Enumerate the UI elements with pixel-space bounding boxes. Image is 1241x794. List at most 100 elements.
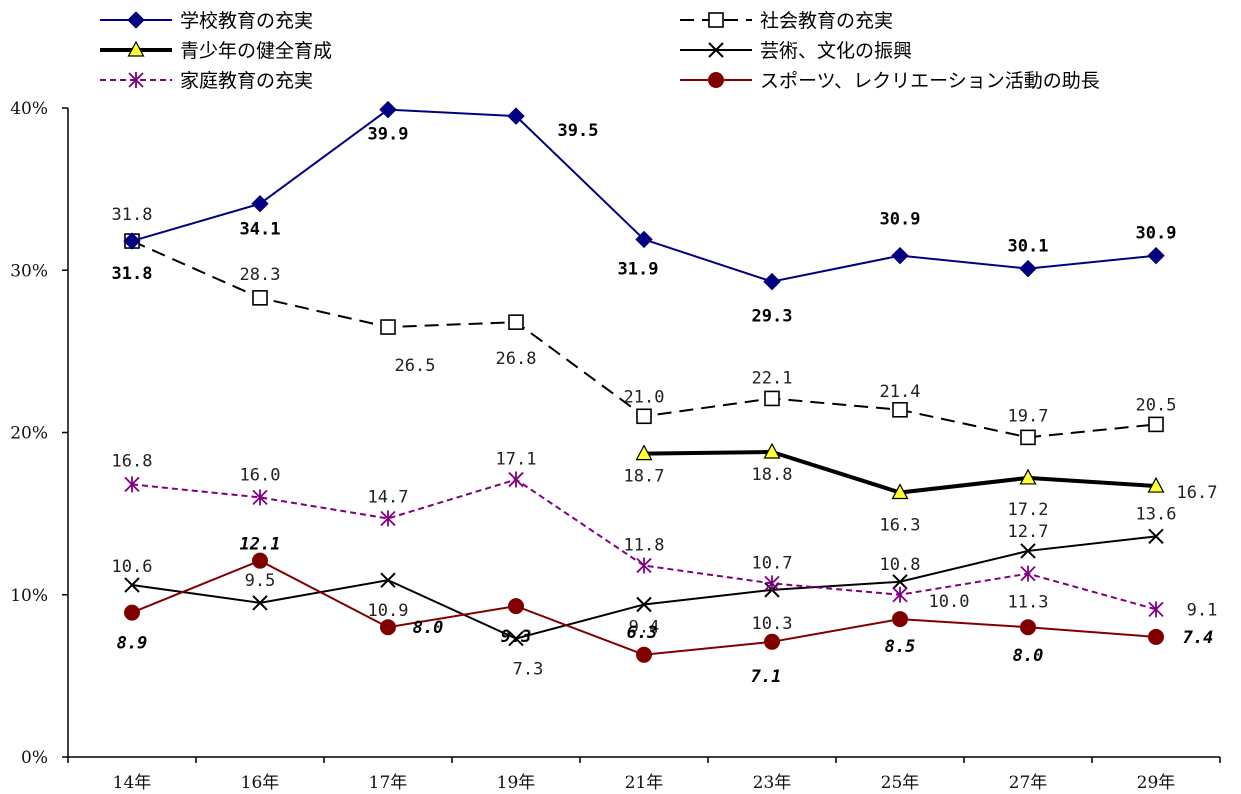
data-label: 20.5 <box>1136 395 1177 415</box>
legend-label: 青少年の健全育成 <box>180 40 332 62</box>
data-point <box>1147 246 1165 265</box>
data-label: 30.9 <box>880 210 921 230</box>
data-point <box>252 290 268 306</box>
legend-label: 学校教育の充実 <box>180 10 313 32</box>
data-point <box>508 314 524 330</box>
data-point <box>891 246 909 265</box>
data-label: 7.1 <box>751 667 782 687</box>
data-point <box>764 575 780 592</box>
data-label: 39.5 <box>558 121 599 141</box>
series-line <box>131 108 1157 283</box>
data-point <box>1020 429 1036 446</box>
data-label: 19.7 <box>1008 406 1049 426</box>
data-point <box>507 107 525 125</box>
series-lines <box>123 100 1165 663</box>
y-tick-label: 40% <box>10 99 48 119</box>
data-label: 9.1 <box>1187 600 1218 620</box>
data-label: 13.6 <box>1136 504 1177 524</box>
data-label: 10.8 <box>880 555 921 575</box>
x-tick-label: 29年 <box>1137 773 1176 793</box>
legend-item: スポーツ、レクリエーション活動の助長 <box>680 70 1100 92</box>
data-label: 21.4 <box>880 382 921 402</box>
data-label: 9.3 <box>501 627 532 647</box>
data-label: 8.5 <box>885 637 916 657</box>
data-point <box>124 577 140 593</box>
x-tick-label: 19年 <box>497 773 536 793</box>
y-tick-label: 10% <box>10 586 48 606</box>
series-line <box>131 478 1157 611</box>
data-point <box>380 619 396 636</box>
legend-item: 家庭教育の充実 <box>100 70 313 92</box>
data-point <box>1148 601 1164 618</box>
axes: 0% 10% 20% 30% 40% 14年 16年 17年 19年 21年 23年 25年 27年 29… <box>10 99 1221 793</box>
legend-marker <box>127 40 145 57</box>
x-tick-label: 21年 <box>625 773 664 793</box>
x-tick-label: 27年 <box>1009 773 1048 793</box>
x-tick-label: 23年 <box>753 773 792 793</box>
data-point <box>636 557 652 574</box>
x-tick-label: 25年 <box>881 773 920 793</box>
data-point <box>123 232 141 250</box>
data-label: 39.9 <box>368 125 409 145</box>
data-label: 7.3 <box>513 660 544 680</box>
data-label: 26.8 <box>496 349 537 369</box>
data-point <box>636 646 652 663</box>
data-point <box>1147 476 1165 493</box>
data-labels: 31.8 34.1 39.9 39.5 31.9 29.3 30.9 30.1 30.9 31.8… <box>112 121 1218 687</box>
data-point <box>636 408 652 425</box>
data-label: 12.1 <box>240 535 281 555</box>
x-tick-label: 14年 <box>113 773 152 793</box>
data-point <box>380 319 396 335</box>
data-label: 31.8 <box>112 205 153 225</box>
data-point <box>508 598 524 615</box>
data-label: 28.3 <box>240 265 281 285</box>
y-tick-label: 20% <box>10 424 48 444</box>
data-label: 10.3 <box>752 614 793 634</box>
legend-label: 芸術、文化の振興 <box>760 40 912 62</box>
data-label: 16.7 <box>1177 483 1218 503</box>
data-point <box>1148 528 1164 545</box>
data-label: 17.1 <box>496 450 537 470</box>
data-label: 22.1 <box>752 368 793 388</box>
legend-marker <box>708 12 724 28</box>
data-label: 10.9 <box>368 601 409 621</box>
data-label: 26.5 <box>395 356 436 376</box>
data-point <box>508 630 524 647</box>
data-point <box>252 489 268 506</box>
data-point <box>251 195 269 213</box>
data-point <box>1019 468 1037 485</box>
data-point <box>252 552 268 569</box>
legend-item: 学校教育の充実 <box>100 10 313 32</box>
legend-item: 社会教育の充実 <box>680 10 893 32</box>
data-point <box>380 510 396 527</box>
data-point <box>1148 628 1164 645</box>
data-point <box>892 611 908 628</box>
y-tick-label: 0% <box>21 748 48 768</box>
data-label: 10.6 <box>112 557 153 577</box>
data-point <box>124 604 140 621</box>
data-label: 8.0 <box>1013 646 1044 666</box>
data-point <box>380 572 396 588</box>
data-label: 12.7 <box>1008 522 1049 542</box>
data-label: 17.2 <box>1008 500 1049 520</box>
data-label: 16.3 <box>880 516 921 536</box>
legend-marker <box>127 11 145 29</box>
data-point <box>1020 619 1036 636</box>
data-label: 29.3 <box>752 307 793 327</box>
data-label: 14.7 <box>368 487 409 507</box>
data-label: 16.0 <box>240 465 281 485</box>
series-2 <box>124 233 1164 446</box>
data-point <box>252 595 268 611</box>
series-5 <box>124 471 1164 618</box>
data-point <box>763 442 781 459</box>
data-label: 10.7 <box>752 553 793 573</box>
data-point <box>635 444 653 461</box>
legend-label: 社会教育の充実 <box>760 10 893 32</box>
data-label: 8.0 <box>413 618 444 638</box>
x-tick-label: 17年 <box>369 773 408 793</box>
data-label: 21.0 <box>624 387 665 407</box>
data-label: 11.8 <box>624 536 665 556</box>
data-label: 10.0 <box>929 592 970 612</box>
data-label: 30.1 <box>1008 237 1049 257</box>
data-point <box>764 390 780 407</box>
